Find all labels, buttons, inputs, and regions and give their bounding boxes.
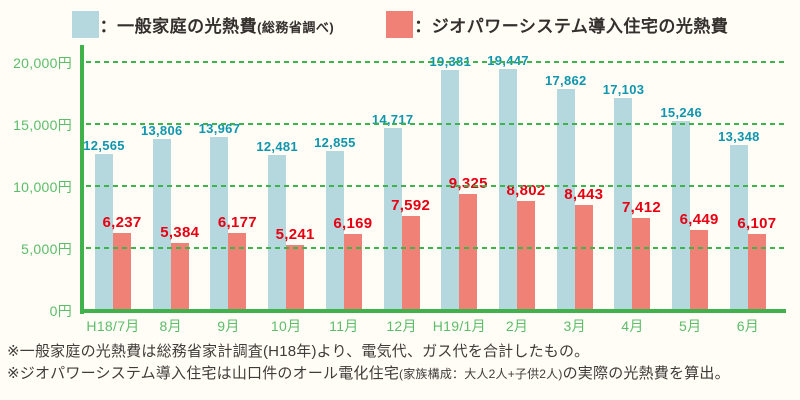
bar-group: 12,855 6,169: [314, 62, 372, 310]
x-axis-label: 12月: [386, 318, 417, 334]
bar-value-geo: 6,177: [217, 214, 257, 232]
bar-value-general: 15,246: [660, 104, 702, 120]
y-axis-label: 10,000円: [13, 179, 72, 195]
bar-general: 12,855: [314, 135, 355, 310]
bar-value-geo: 6,169: [333, 214, 373, 232]
bar-value-general: 13,348: [718, 128, 760, 144]
chart-legend: ：一般家庭の光熱費(総務省調べ) ：ジオパワーシステム導入住宅の光熱費: [0, 8, 800, 40]
bar-value-general: 12,481: [256, 139, 298, 155]
y-axis-line: [80, 45, 84, 314]
bar-general: 12,565: [83, 138, 124, 310]
x-axis-label: H19/1月: [432, 318, 486, 334]
bar-geo: 6,107: [737, 215, 776, 310]
footnote-line-2-small: (家族構成：大人2人+子供2人): [399, 367, 563, 381]
bar-group: 19,447 8,802: [487, 53, 545, 310]
bar-value-general: 19,447: [487, 53, 529, 68]
bar-group: 13,967 6,177: [199, 62, 257, 310]
legend-swatch-geo-icon: [386, 10, 414, 38]
legend-item-geo: ：ジオパワーシステム導入住宅の光熱費: [386, 10, 729, 38]
bar-value-geo: 8,443: [564, 186, 604, 204]
bar-value-general: 17,103: [602, 81, 645, 97]
bar-group: 12,481 5,241: [256, 62, 314, 310]
bar-geo: 7,412: [622, 199, 661, 310]
bar-group: 14,717 7,592: [372, 62, 430, 310]
x-axis-label: 9月: [217, 318, 240, 334]
gridline: [86, 247, 786, 249]
bar-group: 17,103 7,412: [603, 62, 661, 310]
bar-group: 13,806 5,384: [141, 62, 199, 310]
bar-general: 12,481: [256, 139, 298, 310]
footnotes: ※一般家庭の光熱費は総務省家計調査(H18年)より、電気代、ガス代を合計したもの…: [7, 341, 799, 385]
bar-geo: 8,802: [507, 182, 545, 310]
legend-label-general-text: ：一般家庭の光熱費: [99, 16, 258, 36]
bar-general: 17,103: [603, 82, 644, 310]
x-axis-label: H18/7月: [86, 318, 140, 334]
legend-label-general: ：一般家庭の光熱費(総務省調べ): [100, 12, 335, 37]
bar-geo: 6,177: [218, 214, 257, 310]
bar-general: 15,246: [660, 105, 702, 310]
bar-geo: 6,449: [680, 211, 718, 310]
gridline: [86, 61, 786, 63]
legend-swatch-general-icon: [71, 10, 99, 38]
bar-value-geo: 6,107: [737, 215, 777, 233]
legend-label-geo: ：ジオパワーシステム導入住宅の光熱費: [414, 16, 729, 36]
bar-value-general: 13,806: [140, 122, 183, 138]
y-axis-label: 20,000円: [13, 55, 72, 71]
bar-geo: 8,443: [564, 186, 603, 310]
x-axis-label: 3月: [563, 318, 586, 334]
gridline: [86, 123, 786, 125]
bar-geo: 5,384: [160, 224, 199, 310]
x-axis-label: 4月: [621, 318, 644, 334]
x-axis-line: [80, 309, 786, 313]
bar-value-geo: 6,237: [102, 213, 142, 231]
x-axis-label: 6月: [736, 318, 760, 334]
bar-geo: 6,237: [102, 214, 141, 310]
gridline: [86, 185, 786, 187]
bar-value-geo: 5,241: [275, 226, 315, 244]
bar-value-general: 12,565: [83, 138, 125, 154]
y-axis-labels: 20,000円 15,000円 10,000円 5,000円 0円: [0, 55, 72, 319]
bar-group: 17,862 8,443: [545, 62, 603, 310]
bar-group: 15,246 6,449: [660, 62, 718, 310]
y-axis-label: 15,000円: [13, 117, 72, 133]
bar-general: 14,717: [372, 112, 413, 310]
legend-label-general-note: (総務省調べ): [257, 19, 335, 35]
bar-group: 19,381 9,325: [430, 54, 488, 310]
bar-value-geo: 7,592: [391, 196, 431, 214]
x-axis-label: 5月: [678, 318, 702, 334]
y-axis-label: 0円: [49, 303, 72, 319]
bar-group: 12,565 6,237: [83, 62, 141, 310]
x-axis-label: 2月: [505, 318, 529, 334]
bar-value-general: 14,717: [371, 111, 414, 127]
bar-geo: 6,169: [333, 215, 372, 310]
bar-value-general: 17,862: [544, 72, 587, 88]
y-axis-label: 5,000円: [21, 241, 72, 257]
footnote-line-2-end: の実際の光熱費を算出。: [562, 365, 730, 382]
bar-general: 13,806: [141, 123, 182, 310]
plot-area: 12,565 6,237 13,806 5,384 13,967 6,177 12,481 5…: [80, 45, 790, 314]
x-axis-label: 10月: [270, 318, 302, 334]
bar-value-general: 12,855: [314, 134, 356, 150]
bar-geo: 5,241: [276, 226, 314, 310]
bar-geo: 7,592: [391, 197, 430, 310]
bar-value-geo: 5,384: [160, 224, 200, 242]
bar-geo: 9,325: [449, 175, 488, 310]
bar-general: 19,447: [487, 53, 529, 310]
x-axis-labels: H18/7月 8月 9月 10月 11月 12月 H19/1月 2月 3月 4月 5月 6月: [84, 316, 790, 336]
footnote-line-2: ※ジオパワーシステム導入住宅は山口件のオール電化住宅(家族構成：大人2人+子供2…: [7, 363, 799, 385]
footnote-line-1: ※一般家庭の光熱費は総務省家計調査(H18年)より、電気代、ガス代を合計したもの…: [7, 343, 590, 360]
bar-general: 17,862: [545, 73, 586, 310]
x-axis-label: 11月: [329, 318, 359, 334]
bar-value-geo: 7,412: [621, 199, 661, 217]
footnote-line-2-text: ※ジオパワーシステム導入住宅は山口件のオール電化住宅: [7, 365, 400, 382]
bar-value-geo: 6,449: [679, 211, 719, 229]
bar-value-geo: 9,325: [448, 175, 488, 193]
legend-item-general: ：一般家庭の光熱費(総務省調べ): [71, 10, 335, 38]
x-axis-label: 8月: [159, 318, 182, 334]
